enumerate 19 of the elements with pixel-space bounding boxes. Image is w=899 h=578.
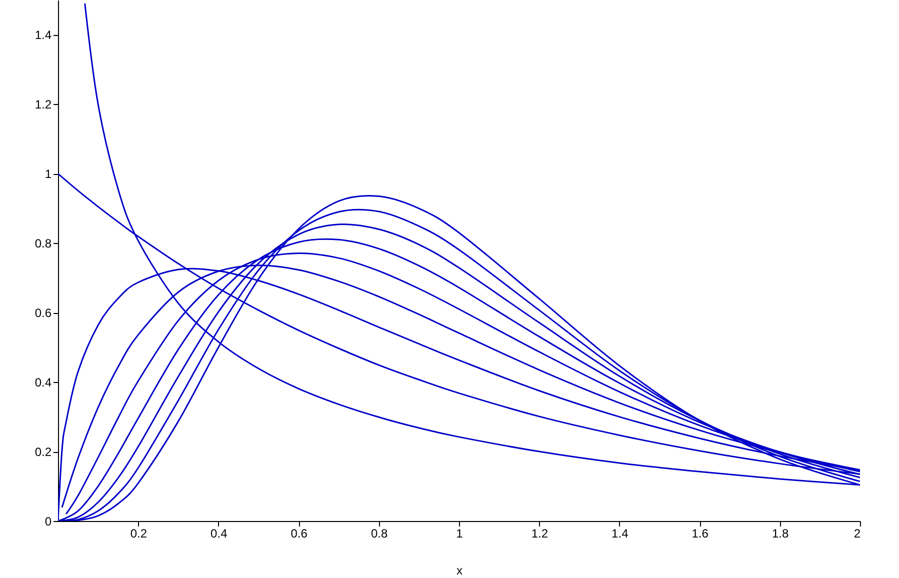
x-tick-label: 0.2 [130, 526, 148, 540]
x-tick-label: 1.4 [612, 526, 629, 540]
y-tick-label: 0.2 [34, 445, 52, 460]
y-tick-label: 0 [44, 514, 52, 528]
y-tick-label: 0.4 [34, 376, 52, 390]
y-tick-label: 0.8 [34, 236, 52, 251]
y-tick-label: 1.2 [34, 98, 52, 112]
x-tick-label: 1.6 [692, 526, 709, 540]
x-tick-label: 1 [456, 526, 464, 540]
x-tick-label: 0.4 [210, 526, 228, 540]
x-tick-label: 0.8 [370, 526, 388, 540]
x-tick-label: 2 [854, 526, 861, 540]
x-axis-title: x [456, 564, 462, 578]
y-tick-label: 0.6 [34, 306, 52, 320]
y-tick-label: 1.4 [34, 28, 52, 42]
y-tick-label: 1 [44, 167, 52, 182]
x-tick-label: 1.2 [531, 526, 548, 540]
x-tick-label: 0.6 [290, 526, 308, 540]
x-tick-label: 1.8 [772, 526, 789, 540]
